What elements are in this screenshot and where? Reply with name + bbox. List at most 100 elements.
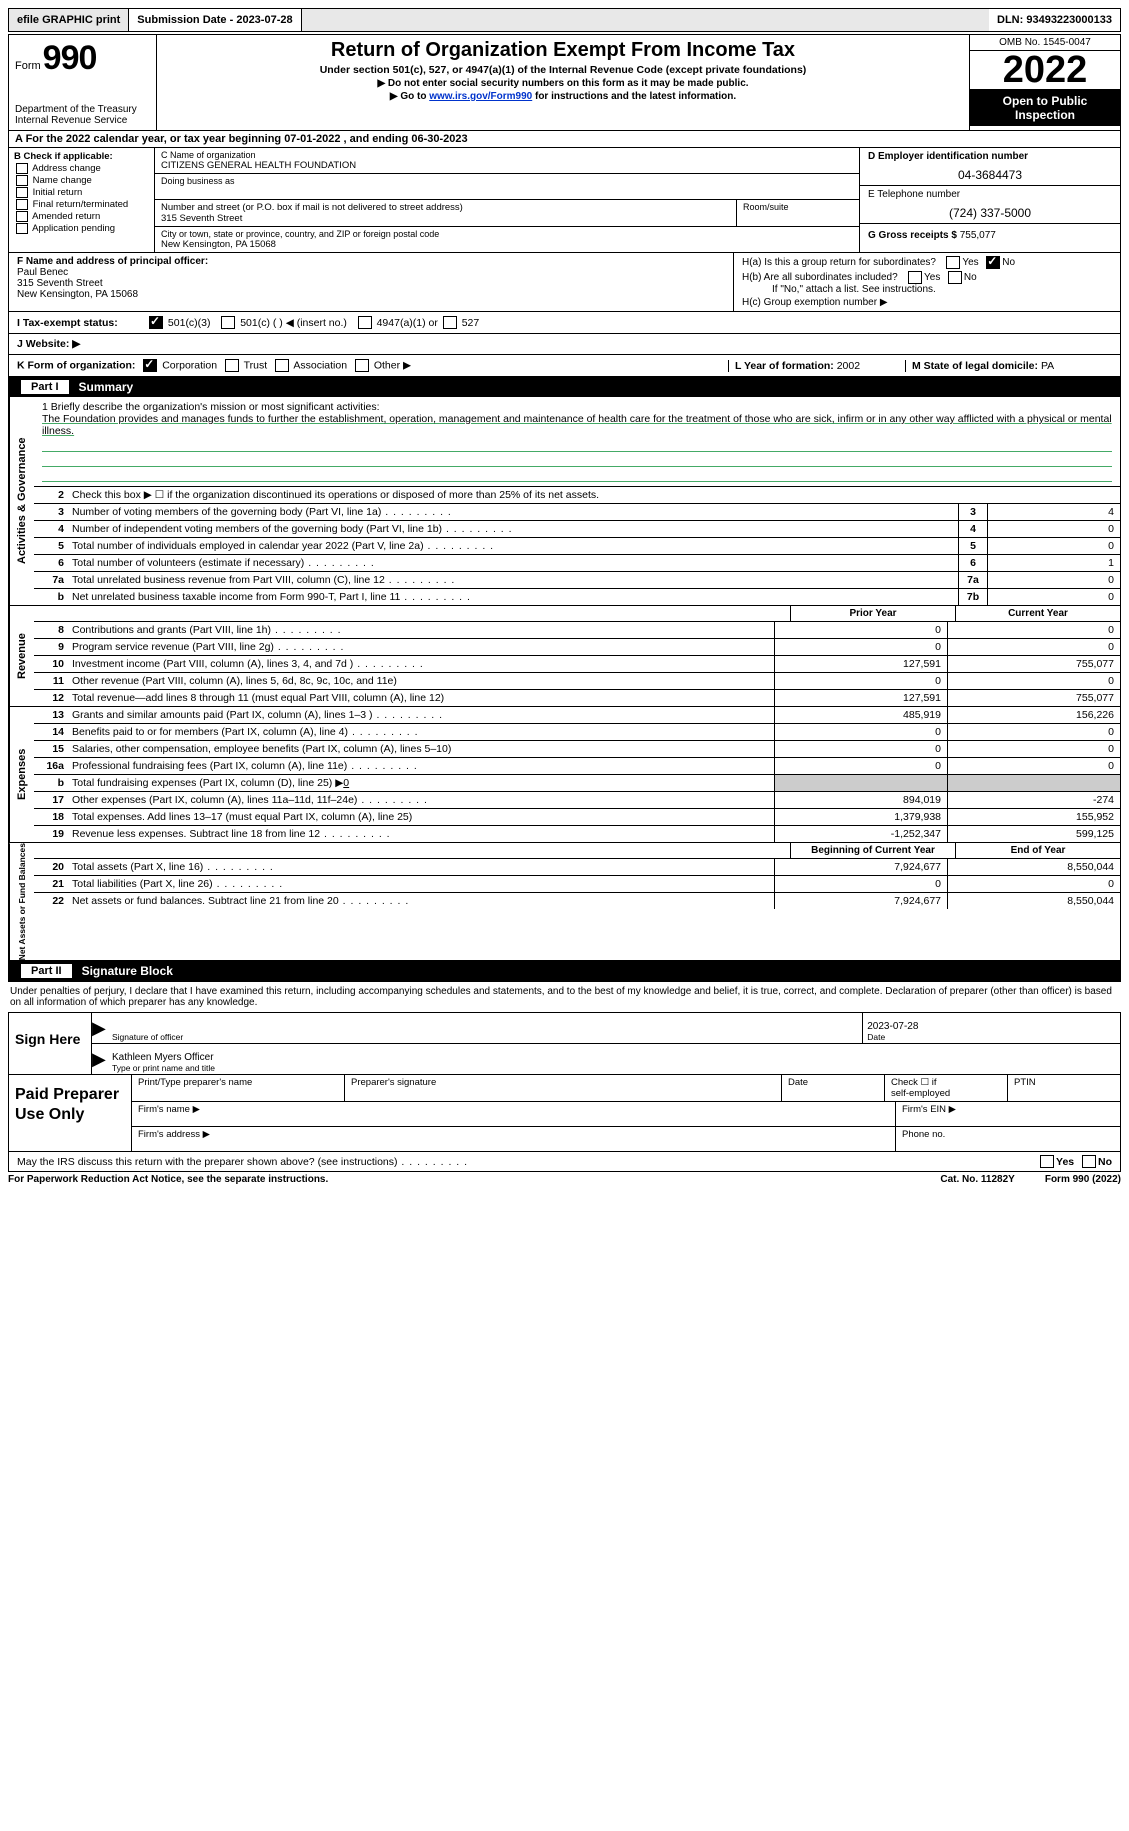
officer-addr2: New Kensington, PA 15068 bbox=[17, 289, 138, 300]
entity-block: B Check if applicable: Address change Na… bbox=[8, 148, 1121, 253]
irs-form990-link[interactable]: www.irs.gov/Form990 bbox=[429, 91, 532, 102]
form-subtitle: Under section 501(c), 527, or 4947(a)(1)… bbox=[163, 64, 963, 76]
line-4: 4Number of independent voting members of… bbox=[34, 521, 1120, 538]
line-6: 6Total number of volunteers (estimate if… bbox=[34, 555, 1120, 572]
tax-year: 2022 bbox=[970, 51, 1120, 90]
col-de: D Employer identification number 04-3684… bbox=[859, 148, 1120, 252]
hb-no[interactable]: No bbox=[964, 272, 977, 283]
irs-label: Internal Revenue Service bbox=[15, 115, 150, 126]
part-2-title: Signature Block bbox=[82, 964, 173, 978]
top-spacer bbox=[302, 9, 989, 31]
ein-label: D Employer identification number bbox=[868, 151, 1112, 162]
officer-addr1: 315 Seventh Street bbox=[17, 278, 103, 289]
j-label: J Website: ▶ bbox=[17, 338, 80, 350]
cb-discuss-no[interactable] bbox=[1082, 1155, 1096, 1168]
open-to-public: Open to Public Inspection bbox=[970, 90, 1120, 126]
cb-application-pending[interactable]: Application pending bbox=[14, 223, 149, 234]
perjury-declaration: Under penalties of perjury, I declare th… bbox=[8, 981, 1121, 1012]
cb-name-change[interactable]: Name change bbox=[14, 175, 149, 186]
line-17: 17Other expenses (Part IX, column (A), l… bbox=[34, 792, 1120, 809]
officer-name-row: ▶ Kathleen Myers OfficerType or print na… bbox=[92, 1044, 1120, 1074]
col-c-org-info: C Name of organization CITIZENS GENERAL … bbox=[155, 148, 859, 252]
signature-label: Signature of officer bbox=[112, 1032, 858, 1042]
self-employed-cb[interactable]: Check ☐ ifself-employed bbox=[885, 1075, 1008, 1101]
dln-label: DLN: bbox=[997, 14, 1023, 26]
ha-no-checked[interactable] bbox=[986, 256, 1000, 269]
cb-other[interactable] bbox=[355, 359, 369, 372]
officer-typed-name: Kathleen Myers Officer bbox=[112, 1052, 1116, 1063]
row-a-tax-year: A For the 2022 calendar year, or tax yea… bbox=[8, 131, 1121, 148]
cb-amended-return[interactable]: Amended return bbox=[14, 211, 149, 222]
line-10: 10Investment income (Part VIII, column (… bbox=[34, 656, 1120, 673]
line-19: 19Revenue less expenses. Subtract line 1… bbox=[34, 826, 1120, 842]
ein-value: 04-3684473 bbox=[868, 168, 1112, 182]
line-22: 22Net assets or fund balances. Subtract … bbox=[34, 893, 1120, 909]
dln: DLN: 93493223000133 bbox=[989, 9, 1120, 31]
cb-initial-return[interactable]: Initial return bbox=[14, 187, 149, 198]
firm-name-label: Firm's name ▶ bbox=[132, 1102, 896, 1126]
cb-assoc[interactable] bbox=[275, 359, 289, 372]
row-i-exempt-status: I Tax-exempt status: 501(c)(3) 501(c) ( … bbox=[8, 312, 1121, 334]
gross-label: G Gross receipts $ bbox=[868, 230, 957, 241]
cb-501c[interactable] bbox=[221, 316, 235, 329]
ha-yes[interactable]: Yes bbox=[962, 257, 978, 268]
gross-value: 755,077 bbox=[960, 230, 996, 241]
form-footer-label: Form 990 (2022) bbox=[1045, 1174, 1121, 1185]
officer-name: Paul Benec bbox=[17, 267, 68, 278]
cb-discuss-yes[interactable] bbox=[1040, 1155, 1054, 1168]
officer-label: F Name and address of principal officer: bbox=[17, 256, 208, 267]
officer-block: F Name and address of principal officer:… bbox=[9, 253, 733, 311]
submission-date-label: Submission Date - bbox=[137, 14, 233, 26]
line-5: 5Total number of individuals employed in… bbox=[34, 538, 1120, 555]
footer-q-text: May the IRS discuss this return with the… bbox=[17, 1156, 1038, 1168]
h-a: H(a) Is this a group return for subordin… bbox=[742, 256, 1112, 269]
city-cell: City or town, state or province, country… bbox=[155, 227, 859, 252]
mission-text: The Foundation provides and manages fund… bbox=[42, 413, 1112, 437]
cb-4947a1[interactable] bbox=[358, 316, 372, 329]
form-header: Form 990 Department of the Treasury Inte… bbox=[8, 34, 1121, 131]
cb-trust[interactable] bbox=[225, 359, 239, 372]
cb-527[interactable] bbox=[443, 316, 457, 329]
col-beginning-year: Beginning of Current Year bbox=[790, 843, 955, 858]
form-note-1: ▶ Do not enter social security numbers o… bbox=[163, 78, 963, 89]
paid-preparer-block: Paid Preparer Use Only Print/Type prepar… bbox=[8, 1075, 1121, 1152]
cb-corp[interactable] bbox=[143, 359, 157, 372]
cb-501c3[interactable] bbox=[149, 316, 163, 329]
cb-address-change[interactable]: Address change bbox=[14, 163, 149, 174]
activities-governance-section: Activities & Governance 1 Briefly descri… bbox=[8, 397, 1121, 606]
net-assets-section: Net Assets or Fund Balances Beginning of… bbox=[8, 843, 1121, 961]
ptin-label: PTIN bbox=[1008, 1075, 1120, 1101]
form-title: Return of Organization Exempt From Incom… bbox=[163, 39, 963, 62]
irs-discuss-question: May the IRS discuss this return with the… bbox=[8, 1152, 1121, 1172]
dba-cell: Doing business as bbox=[155, 174, 859, 200]
header-right: OMB No. 1545-0047 2022 Open to Public In… bbox=[969, 35, 1120, 130]
arrow-icon: ▶ bbox=[92, 1044, 108, 1074]
tab-expenses: Expenses bbox=[9, 707, 34, 842]
street-label: Number and street (or P.O. box if mail i… bbox=[161, 202, 730, 213]
k-left: K Form of organization: Corporation Trus… bbox=[17, 359, 728, 372]
hb-yes[interactable]: Yes bbox=[924, 272, 940, 283]
line-3: 3Number of voting members of the governi… bbox=[34, 504, 1120, 521]
city-value: New Kensington, PA 15068 bbox=[161, 239, 853, 250]
header-left: Form 990 Department of the Treasury Inte… bbox=[9, 35, 157, 130]
preparer-sig-label: Preparer's signature bbox=[345, 1075, 782, 1101]
phone-value: (724) 337-5000 bbox=[868, 206, 1112, 220]
cb-final-return[interactable]: Final return/terminated bbox=[14, 199, 149, 210]
street-value: 315 Seventh Street bbox=[161, 213, 730, 224]
preparer-row-2: Firm's name ▶ Firm's EIN ▶ bbox=[132, 1102, 1120, 1127]
k-label: K Form of organization: bbox=[17, 359, 135, 371]
gross-receipts: G Gross receipts $ 755,077 bbox=[860, 224, 1120, 247]
top-bar: efile GRAPHIC print Submission Date - 20… bbox=[8, 8, 1121, 32]
sign-here-label: Sign Here bbox=[9, 1013, 92, 1074]
h-c: H(c) Group exemption number ▶ bbox=[742, 297, 1112, 308]
form-number: 990 bbox=[43, 39, 97, 78]
paid-preparer-label: Paid Preparer Use Only bbox=[9, 1075, 132, 1151]
efile-print-button[interactable]: efile GRAPHIC print bbox=[9, 9, 129, 31]
form-note-2: ▶ Go to www.irs.gov/Form990 for instruct… bbox=[163, 91, 963, 102]
header-mid: Return of Organization Exempt From Incom… bbox=[157, 35, 969, 130]
col-end-year: End of Year bbox=[955, 843, 1120, 858]
col-b-checkboxes: B Check if applicable: Address change Na… bbox=[9, 148, 155, 252]
preparer-row-1: Print/Type preparer's name Preparer's si… bbox=[132, 1075, 1120, 1102]
line-12: 12Total revenue—add lines 8 through 11 (… bbox=[34, 690, 1120, 706]
part-1-header: Part I Summary bbox=[8, 377, 1121, 397]
